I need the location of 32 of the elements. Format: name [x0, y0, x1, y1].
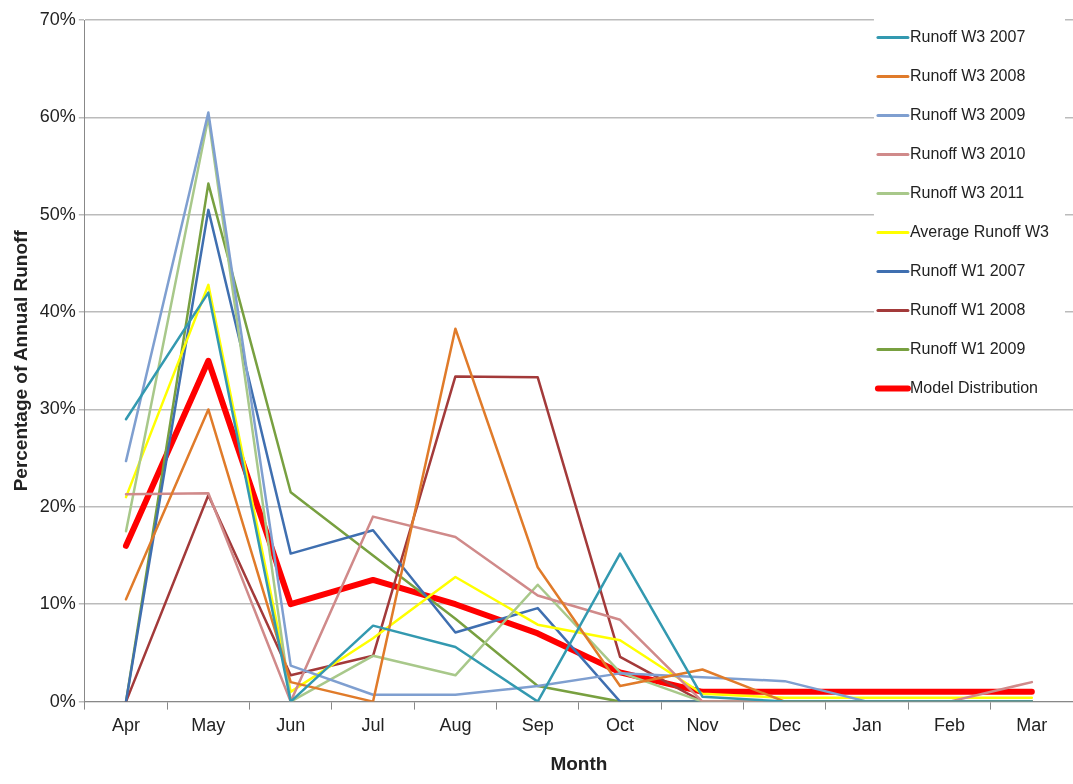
legend-label: Runoff W3 2008 [909, 66, 1026, 84]
x-tick-label: Sep [521, 715, 554, 736]
x-tick-label: Jul [361, 715, 385, 736]
y-tick-label: 60% [39, 106, 76, 127]
legend-label: Runoff W3 2009 [909, 105, 1026, 123]
legend-label: Runoff W3 2010 [909, 144, 1026, 162]
legend-label: Average Runoff W3 [909, 222, 1050, 240]
x-tick-label: Apr [111, 715, 141, 736]
x-axis-title: Month [550, 752, 608, 774]
x-tick-label: Mar [1016, 715, 1048, 736]
y-tick-label: 0% [49, 690, 76, 711]
legend-label: Model Distribution [909, 378, 1039, 396]
x-tick-label: Nov [686, 715, 719, 736]
y-tick-label: 70% [39, 8, 76, 29]
x-tick-label: Aug [439, 715, 472, 736]
x-tick-label: May [191, 715, 226, 736]
y-axis-title: Percentage of Annual Runoff [9, 229, 31, 492]
y-tick-label: 50% [39, 203, 76, 224]
y-tick-label: 30% [39, 398, 76, 419]
x-tick-label: Jan [852, 715, 882, 736]
y-tick-label: 40% [39, 301, 76, 322]
x-tick-label: Jun [276, 715, 306, 736]
y-tick-label: 20% [39, 495, 76, 516]
legend-label: Runoff W3 2011 [909, 183, 1025, 201]
legend-label: Runoff W3 2007 [909, 27, 1026, 45]
x-tick-label: Oct [606, 715, 635, 736]
legend-label: Runoff W1 2007 [909, 261, 1026, 279]
x-tick-label: Dec [768, 715, 801, 736]
y-tick-label: 10% [39, 593, 76, 614]
x-tick-label: Feb [933, 715, 965, 736]
legend-label: Runoff W1 2009 [909, 339, 1026, 357]
legend-label: Runoff W1 2008 [909, 300, 1026, 318]
